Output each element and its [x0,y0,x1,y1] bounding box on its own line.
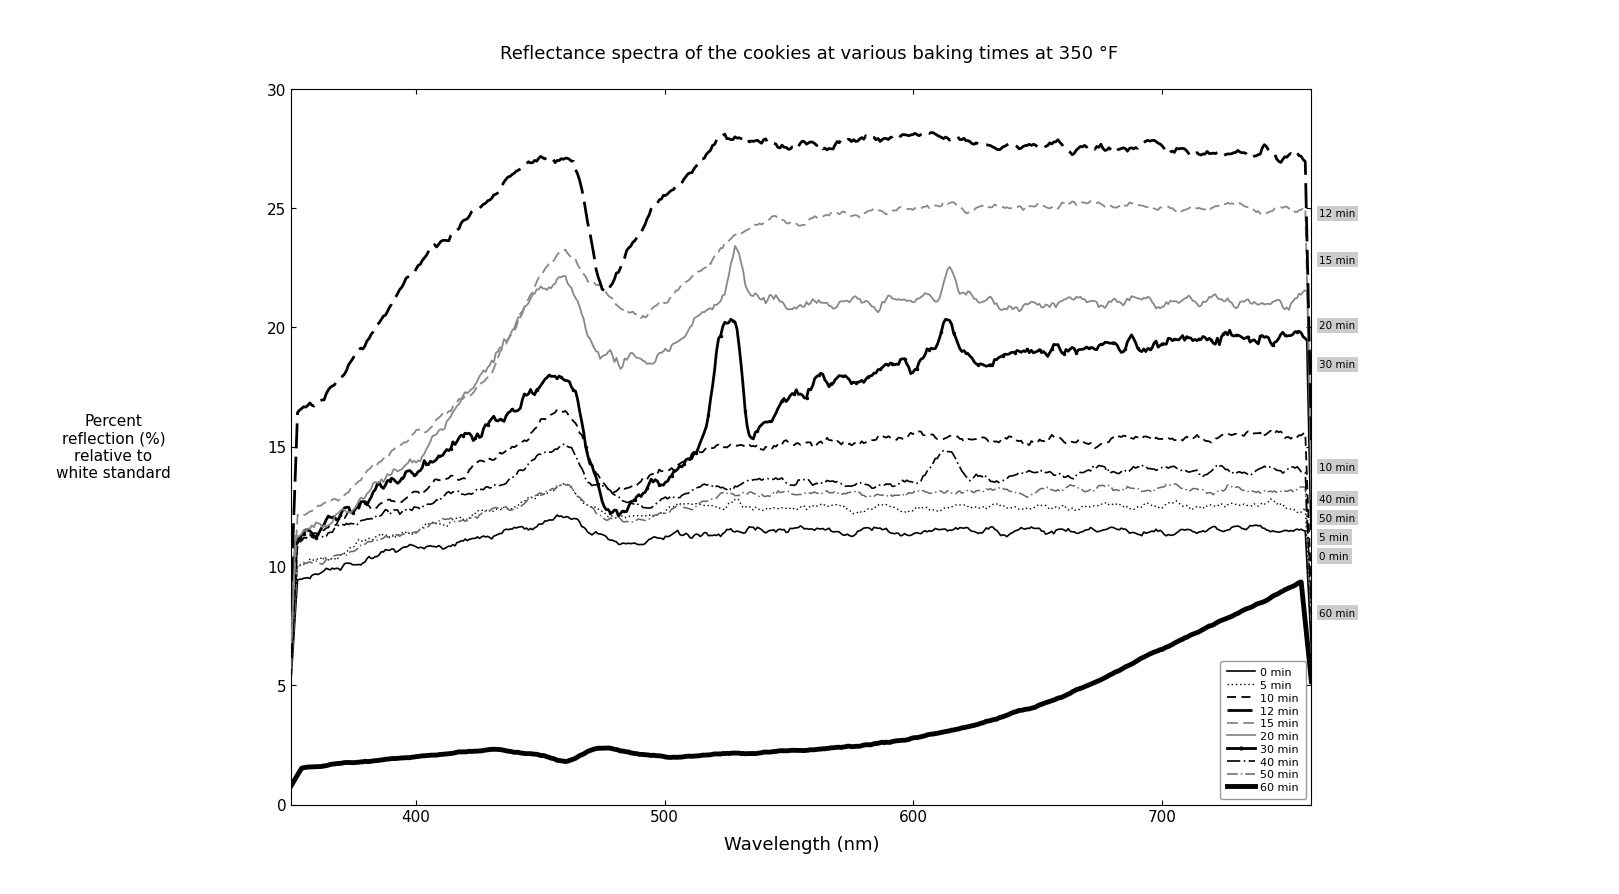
Text: 0 min: 0 min [1319,552,1349,561]
Text: Percent
reflection (%)
relative to
white standard: Percent reflection (%) relative to white… [57,413,170,481]
Text: 10 min: 10 min [1319,462,1355,472]
Text: 20 min: 20 min [1319,321,1355,331]
Text: 60 min: 60 min [1319,608,1355,618]
Text: 50 min: 50 min [1319,513,1355,523]
Text: 5 min: 5 min [1319,532,1349,543]
Text: 30 min: 30 min [1319,359,1355,370]
Text: Reflectance spectra of the cookies at various baking times at 350 °F: Reflectance spectra of the cookies at va… [500,45,1119,63]
X-axis label: Wavelength (nm): Wavelength (nm) [724,836,879,854]
Text: 15 min: 15 min [1319,256,1355,266]
Text: 12 min: 12 min [1319,209,1355,219]
Legend: 0 min, 5 min, 10 min, 12 min, 15 min, 20 min, 30 min, 40 min, 50 min, 60 min: 0 min, 5 min, 10 min, 12 min, 15 min, 20… [1221,661,1307,799]
Text: 40 min: 40 min [1319,494,1355,504]
